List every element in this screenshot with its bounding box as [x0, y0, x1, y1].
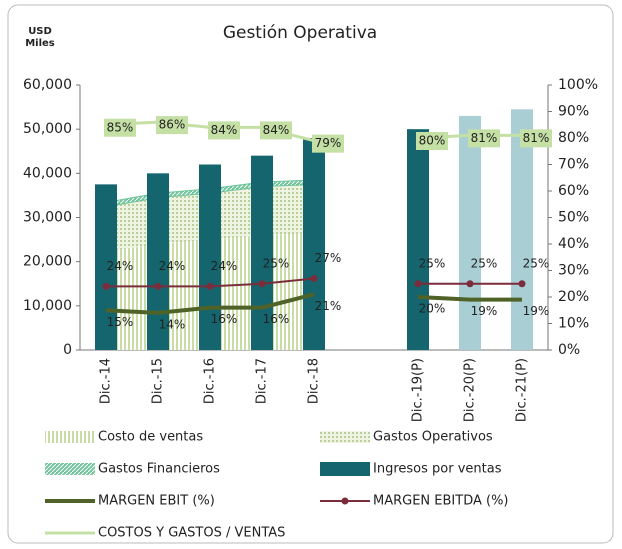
y-tick-label: 10,000: [23, 298, 72, 314]
marker: [258, 280, 266, 288]
legend-label: Gastos Operativos: [373, 430, 493, 445]
x-tick-label: Dic.-15: [151, 358, 166, 404]
x-tick-label: Dic.-19(P): [411, 358, 426, 422]
marker: [102, 282, 110, 290]
value-label-bg: [416, 132, 448, 150]
value-label: 81%: [471, 131, 498, 145]
x-tick-label: Dic.-17: [255, 358, 270, 404]
value-label: 20%: [419, 302, 446, 316]
legend-label: Costo de ventas: [98, 430, 203, 445]
marker: [518, 280, 526, 288]
legend-label: MARGEN EBIT (%): [98, 494, 215, 509]
marker: [466, 280, 474, 288]
x-tick-label: Dic.-16: [203, 358, 218, 404]
value-label: 15%: [107, 315, 134, 329]
value-label: 16%: [263, 312, 290, 326]
value-label: 16%: [211, 312, 238, 326]
bar: [407, 129, 429, 350]
x-tick-label: Dic.-20(P): [463, 358, 478, 422]
value-label-bg: [156, 116, 188, 135]
value-label: 24%: [159, 259, 186, 273]
marker: [414, 280, 422, 288]
y2-tick-label: 10%: [558, 316, 589, 332]
y-tick-label: 50,000: [23, 121, 72, 137]
y2-tick-label: 50%: [558, 210, 589, 226]
legend-swatch: [45, 431, 95, 443]
y2-tick-label: 20%: [558, 289, 589, 305]
bar: [511, 109, 533, 351]
bar: [459, 115, 481, 351]
value-label: 85%: [107, 120, 134, 134]
y-tick-label: 20,000: [23, 254, 72, 270]
value-label-bg: [208, 121, 240, 140]
legend-swatch: [320, 462, 370, 476]
y2-tick-label: 70%: [558, 157, 589, 173]
line: [417, 295, 522, 302]
bar: [147, 173, 169, 350]
y-tick-label: 40,000: [23, 165, 72, 181]
y2-tick-label: 30%: [558, 263, 589, 279]
value-label: 19%: [523, 304, 550, 318]
y2-tick-label: 60%: [558, 183, 589, 199]
value-label: 19%: [471, 304, 498, 318]
value-label: 25%: [523, 256, 550, 270]
value-label: 27%: [315, 251, 342, 265]
value-label: 14%: [159, 317, 186, 331]
value-label-bg: [312, 134, 344, 153]
value-label: 25%: [471, 256, 498, 270]
value-label-bg: [260, 121, 292, 140]
legend-swatch: [341, 497, 349, 505]
value-label: 86%: [159, 118, 186, 132]
value-label: 21%: [315, 299, 342, 313]
y-axis-label: USD: [28, 26, 52, 37]
value-label: 25%: [263, 256, 290, 270]
x-tick-label: Dic.-21(P): [515, 358, 530, 422]
marker: [206, 282, 214, 290]
bar: [199, 164, 221, 350]
y2-tick-label: 90%: [558, 104, 589, 120]
y-tick-label: 60,000: [23, 77, 72, 93]
y2-tick-label: 80%: [558, 130, 589, 146]
value-label: 81%: [523, 131, 550, 145]
legend-label: COSTOS Y GASTOS / VENTAS: [98, 526, 285, 541]
marker: [154, 282, 162, 290]
value-label: 84%: [263, 123, 290, 137]
y2-tick-label: 0%: [558, 342, 580, 358]
legend-label: Ingresos por ventas: [373, 462, 502, 477]
bar: [251, 155, 273, 350]
legend-swatch: [320, 431, 370, 443]
line: [105, 292, 315, 315]
bar: [303, 138, 325, 350]
x-tick-label: Dic.-14: [99, 358, 114, 404]
value-label: 25%: [419, 256, 446, 270]
value-label: 79%: [315, 136, 342, 150]
y2-tick-label: 40%: [558, 236, 589, 252]
value-label: 24%: [107, 259, 134, 273]
chart-title: Gestión Operativa: [223, 23, 377, 43]
value-label: 24%: [211, 259, 238, 273]
x-tick-label: Dic.-18: [307, 358, 322, 404]
y2-tick-label: 100%: [558, 77, 598, 93]
legend-label: Gastos Financieros: [98, 462, 220, 477]
value-label-bg: [520, 129, 552, 148]
y-tick-label: 0: [63, 342, 72, 358]
value-label: 80%: [419, 134, 446, 148]
value-label-bg: [468, 129, 500, 148]
y-axis-label: Miles: [25, 38, 55, 49]
value-label: 84%: [211, 123, 238, 137]
marker: [310, 274, 318, 282]
value-label-bg: [104, 118, 136, 137]
y-tick-label: 30,000: [23, 210, 72, 226]
legend-label: MARGEN EBITDA (%): [373, 494, 509, 509]
legend-swatch: [45, 463, 95, 475]
